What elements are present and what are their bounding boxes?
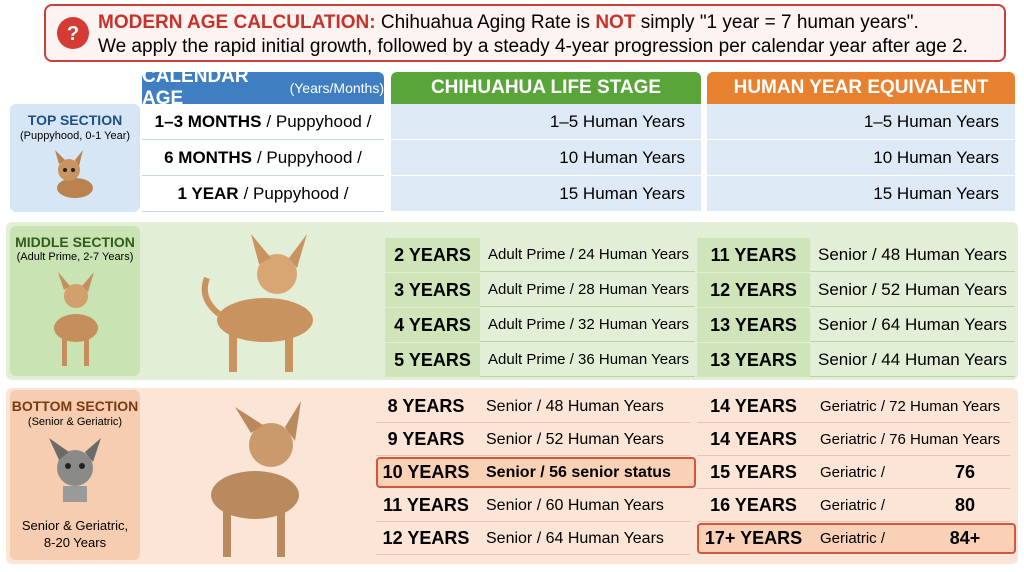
stage-cell: Senior / 48 Human Years	[486, 397, 664, 415]
age-cell: 4 YEARS	[385, 308, 480, 342]
row-rule	[697, 488, 1010, 489]
age-cell: 17+ YEARS	[704, 528, 803, 548]
age-label: 6 MONTHS	[164, 148, 252, 167]
section-sub: (Puppyhood, 0-1 Year)	[19, 130, 131, 142]
svg-text:?: ?	[67, 23, 79, 45]
human-year-cell: 10 Human Years	[707, 140, 1015, 176]
stage-cell: Senior / 52 Human Years	[486, 430, 664, 448]
age-cell: 16 YEARS	[710, 495, 797, 515]
life-stage-cell: 15 Human Years	[391, 176, 701, 212]
age-cell: 13 YEARS	[697, 308, 810, 342]
warning-icon: ?	[57, 17, 89, 49]
stage-cell: Senior / 60 Human Years	[486, 496, 664, 514]
row-rule	[697, 521, 1010, 522]
highlight-box	[697, 523, 1016, 554]
stage-cell: Senior / 52 Human Years	[810, 273, 1015, 307]
dog-illustration	[54, 272, 98, 366]
age-cell: 5 YEARS	[385, 343, 480, 377]
stage-label: / Puppyhood /	[243, 184, 349, 203]
section-sub: (Adult Prime, 2-7 Years)	[16, 251, 134, 263]
human-year-value: 84+	[949, 528, 981, 548]
age-cell: 2 YEARS	[385, 238, 480, 272]
age-cell: 14 YEARS	[710, 429, 797, 449]
header-line2: We apply the rapid initial growth, follo…	[98, 36, 968, 57]
column-header: CALENDAR AGE (Years/Months)	[142, 66, 384, 109]
age-cell: 13 YEARS	[697, 343, 810, 377]
section-panel: MIDDLE SECTION (Adult Prime, 2-7 Years)	[10, 226, 140, 376]
row-rule	[697, 455, 1010, 456]
row-rule	[376, 554, 690, 555]
section-sub: (Senior & Geriatric)	[27, 416, 123, 428]
highlight-box	[376, 457, 696, 488]
age-cell: 8 YEARS	[387, 396, 465, 416]
stage-cell: Senior / 64 Human Years	[810, 308, 1015, 342]
table-cell	[142, 176, 384, 212]
column-header: CHIHUAHUA LIFE STAGE	[391, 72, 701, 104]
section-caption: Senior & Geriatric,	[21, 518, 129, 533]
human-year-cell: 1–5 Human Years	[707, 104, 1015, 140]
section-panel: BOTTOM SECTION (Senior & Geriatric) Seni…	[10, 390, 140, 560]
age-cell: 3 YEARS	[385, 273, 480, 307]
table-cell	[142, 140, 384, 176]
stage-cell: Adult Prime / 24 Human Years	[480, 238, 695, 272]
age-cell: 10 YEARS	[382, 462, 470, 482]
age-cell: 11 YEARS	[383, 495, 469, 515]
human-year-cell: 15 Human Years	[707, 176, 1015, 212]
column-note: (Years/Months)	[289, 80, 384, 96]
dog-illustration	[211, 401, 301, 557]
section-panel: TOP SECTION (Puppyhood, 0-1 Year)	[10, 104, 140, 212]
senior-dog-illustration	[49, 438, 101, 502]
stage-cell: Geriatric /	[820, 530, 886, 547]
human-year-value: 80	[954, 495, 976, 515]
age-cell: 11 YEARS	[697, 238, 810, 272]
section-label: BOTTOM SECTION	[11, 398, 139, 414]
header-box: ? MODERN AGE CALCULATION: Chihuahua Agin…	[44, 4, 1006, 62]
header-text: simply "1 year = 7 human years".	[635, 12, 919, 33]
stage-label: / Puppyhood /	[256, 148, 362, 167]
header-lead: MODERN AGE CALCULATION:	[98, 12, 376, 33]
row-rule	[376, 521, 690, 522]
human-year-value: 76	[954, 462, 976, 482]
section-caption: 8-20 Years	[43, 535, 107, 550]
header-line1: MODERN AGE CALCULATION: Chihuahua Aging …	[98, 12, 919, 34]
column-title: CALENDAR AGE	[142, 66, 249, 109]
stage-label: / Puppyhood /	[266, 112, 372, 131]
stage-cell: Senior / 44 Human Years	[810, 343, 1015, 377]
stage-cell: Geriatric /	[820, 464, 886, 481]
stage-cell: Senior / 56 senior status	[486, 463, 671, 481]
stage-cell: Senior / 64 Human Years	[486, 529, 664, 547]
row-rule	[376, 422, 690, 423]
section-label: TOP SECTION	[27, 112, 123, 128]
table-cell	[142, 104, 384, 140]
stage-cell: Adult Prime / 28 Human Years	[480, 273, 695, 307]
section-label: MIDDLE SECTION	[15, 234, 135, 250]
age-cell: 12 YEARS	[697, 273, 810, 307]
header-text: Chihuahua Aging Rate is	[375, 12, 596, 33]
stage-cell: Adult Prime / 32 Human Years	[480, 308, 695, 342]
header-emphasis: NOT	[595, 12, 636, 33]
middle-background	[6, 222, 1018, 380]
age-cell: 6 MONTHS / Puppyhood /	[142, 140, 384, 176]
age-cell: 9 YEARS	[387, 429, 465, 449]
age-label: 1–3 MONTHS	[154, 112, 262, 131]
column-header: HUMAN YEAR EQUIVALENT	[707, 72, 1015, 104]
age-cell: 12 YEARS	[382, 528, 470, 548]
row-rule	[697, 422, 1010, 423]
age-cell: 1–3 MONTHS / Puppyhood /	[142, 104, 384, 140]
life-stage-cell: 1–5 Human Years	[391, 104, 701, 140]
stage-cell: Geriatric / 76 Human Years	[820, 431, 1001, 448]
row-rule	[376, 455, 690, 456]
stage-cell: Geriatric / 72 Human Years	[820, 398, 1001, 415]
age-label: 1 YEAR	[177, 184, 239, 203]
age-cell: 14 YEARS	[710, 396, 797, 416]
age-cell: 1 YEAR / Puppyhood /	[142, 176, 384, 212]
stage-cell: Senior / 48 Human Years	[810, 238, 1015, 272]
life-stage-cell: 10 Human Years	[391, 140, 701, 176]
stage-cell: Geriatric /	[820, 497, 886, 514]
dog-illustration	[201, 234, 313, 372]
puppy-illustration	[55, 150, 93, 198]
age-cell: 15 YEARS	[710, 462, 797, 482]
stage-cell: Adult Prime / 36 Human Years	[480, 343, 695, 377]
